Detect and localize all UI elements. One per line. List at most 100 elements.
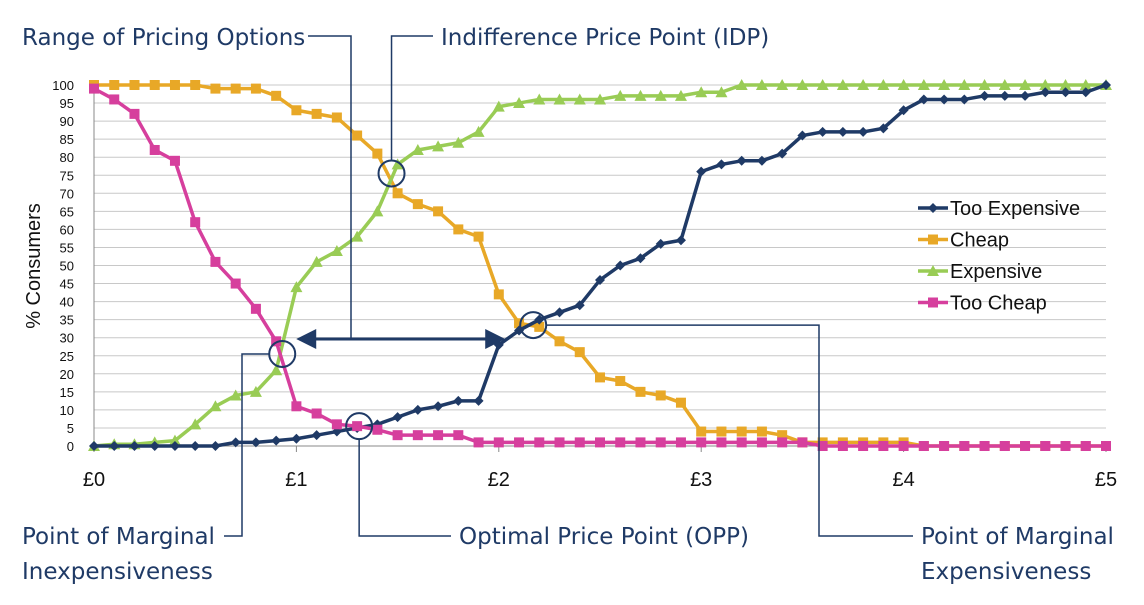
data-point (716, 426, 727, 437)
point-of-marginal-expensiveness-label-line2: Expensiveness (921, 559, 1091, 585)
data-point (412, 404, 423, 415)
data-point (594, 93, 606, 105)
data-point (716, 159, 727, 170)
data-point (655, 437, 666, 448)
data-point (1060, 441, 1071, 451)
data-point (290, 281, 303, 293)
data-point (310, 255, 323, 267)
data-point (493, 437, 504, 448)
data-point (291, 401, 302, 412)
data-point (209, 400, 222, 412)
data-point (1080, 441, 1091, 451)
data-point (453, 395, 464, 406)
y-tick-label: 5 (67, 421, 74, 436)
data-point (149, 144, 160, 155)
data-point (190, 80, 201, 90)
data-point (250, 83, 261, 94)
data-point (331, 419, 342, 430)
x-tick-label: £1 (285, 469, 307, 491)
data-point (331, 112, 342, 123)
data-point (675, 235, 686, 246)
data-point (311, 108, 322, 119)
data-point (473, 231, 484, 242)
x-tick-label: £3 (690, 469, 712, 491)
data-point (595, 437, 605, 448)
y-axis-ticks: 0 5 10 15 20 25 30 35 40 45 50 55 60 65 70 75 80 85 90 95 10… (52, 78, 74, 454)
data-point (392, 412, 403, 423)
data-point (574, 300, 585, 311)
data-point (595, 372, 605, 383)
legend-label: Too Expensive (950, 198, 1080, 220)
point-of-marginal-expensiveness-label-line1: Point of Marginal (921, 524, 1114, 550)
x-tick-label: £5 (1095, 469, 1117, 491)
x-tick-label: £2 (488, 469, 510, 491)
data-point (634, 89, 647, 101)
data-point (797, 130, 808, 141)
data-point (1020, 90, 1031, 101)
data-point (190, 441, 201, 451)
data-point (836, 79, 849, 90)
x-tick-label: £0 (83, 469, 105, 491)
data-point (735, 79, 748, 90)
data-point (696, 437, 707, 448)
data-point (1101, 441, 1111, 451)
pme-leader-line (546, 324, 913, 537)
data-point (250, 437, 261, 448)
data-point (796, 79, 809, 90)
data-point (696, 426, 707, 437)
data-point (271, 435, 282, 446)
data-point (109, 94, 120, 105)
data-point (654, 89, 667, 101)
data-point (453, 224, 464, 235)
data-point (675, 397, 686, 408)
data-point (777, 148, 788, 159)
data-point (229, 389, 242, 401)
point-of-marginal-inexpensiveness-label-line1: Point of Marginal (22, 524, 215, 550)
y-tick-label: 70 (60, 186, 74, 201)
data-point (715, 86, 728, 98)
data-point (736, 426, 747, 437)
data-point (554, 307, 565, 318)
data-point (554, 336, 565, 347)
data-point (928, 297, 938, 308)
data-point (168, 434, 181, 446)
data-point (1019, 79, 1032, 90)
data-point (169, 441, 180, 451)
data-point (190, 217, 201, 228)
data-point (433, 206, 444, 217)
data-point (1060, 87, 1071, 98)
data-point (1039, 79, 1052, 90)
data-point (412, 199, 423, 210)
data-point (230, 437, 241, 448)
data-point (878, 123, 889, 134)
data-point (573, 93, 586, 105)
data-point (291, 105, 302, 116)
data-point (514, 325, 525, 336)
data-point (614, 89, 627, 101)
y-tick-label: 20 (60, 367, 74, 382)
y-tick-label: 65 (60, 204, 74, 219)
legend: Too Expensive Cheap Expensive Too Cheap (918, 198, 1080, 315)
y-tick-label: 50 (60, 259, 74, 274)
data-point (635, 437, 646, 448)
data-point (452, 136, 465, 148)
y-tick-label: 55 (60, 240, 74, 255)
data-point (311, 408, 322, 419)
data-point (553, 93, 566, 105)
data-point (615, 260, 626, 271)
data-point (271, 336, 282, 347)
data-point (433, 401, 444, 412)
data-point (837, 126, 848, 137)
legend-item: Cheap (918, 230, 1009, 252)
data-point (1040, 441, 1051, 451)
data-point (574, 347, 585, 358)
data-point (655, 238, 666, 249)
data-point (169, 155, 180, 166)
data-point (858, 126, 869, 137)
y-tick-label: 100 (52, 78, 74, 93)
data-point (928, 203, 938, 213)
y-tick-label: 30 (60, 331, 74, 346)
data-point (595, 274, 605, 285)
data-point (230, 278, 241, 289)
data-point (493, 289, 504, 300)
